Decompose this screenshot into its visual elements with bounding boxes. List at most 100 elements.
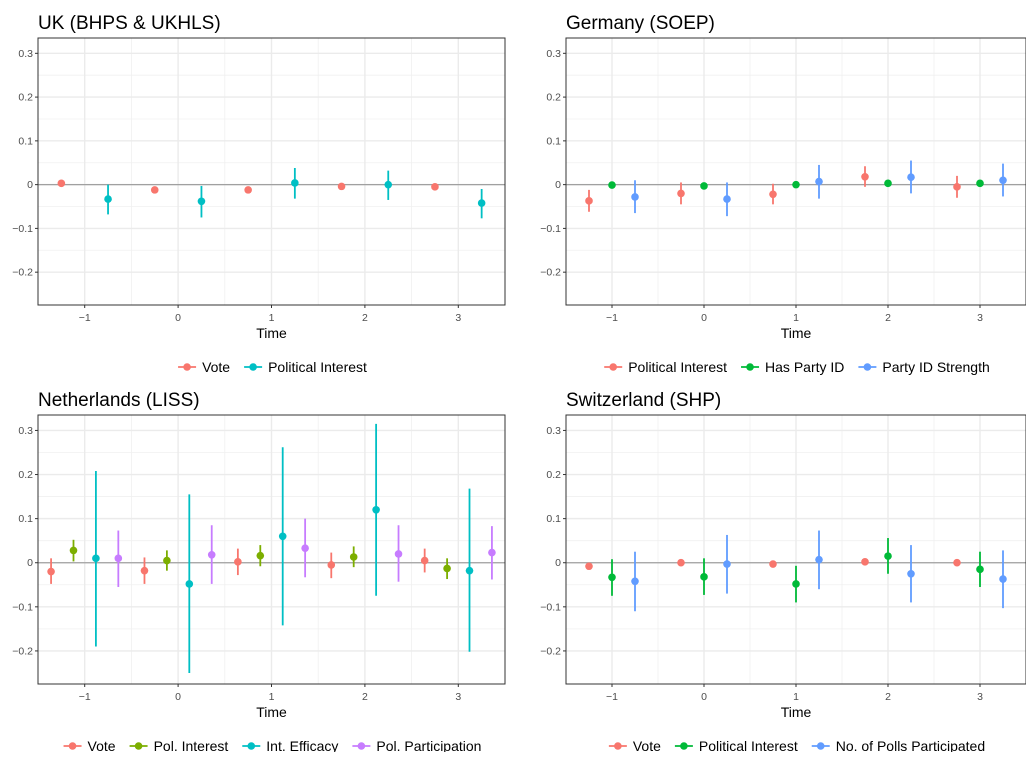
data-point <box>861 558 869 566</box>
data-point <box>104 195 112 203</box>
y-tick-label: 0.2 <box>546 92 561 104</box>
y-tick-label: 0.3 <box>546 48 561 60</box>
y-tick-label: −0.1 <box>12 223 33 235</box>
x-tick-label: 1 <box>793 691 799 703</box>
legend-key-point <box>68 742 77 750</box>
data-point <box>291 179 299 187</box>
y-tick-label: −0.2 <box>540 645 561 657</box>
x-tick-label: 2 <box>885 312 891 324</box>
data-point <box>585 197 593 205</box>
data-point <box>953 558 961 567</box>
legend-label: Int. Efficacy <box>266 738 338 752</box>
series-1 <box>585 558 961 571</box>
legend-key-point <box>614 742 622 750</box>
x-tick-label: 1 <box>793 312 799 324</box>
x-axis-label: Time <box>781 704 812 720</box>
x-tick-label: 0 <box>175 691 181 703</box>
data-point <box>349 553 358 561</box>
data-point <box>477 199 486 207</box>
data-point <box>861 172 869 181</box>
y-tick-label: 0 <box>27 557 33 569</box>
legend: Political Interest Has Party ID Party ID S… <box>604 359 990 375</box>
y-tick-label: 0.2 <box>18 469 33 481</box>
data-point <box>114 554 123 563</box>
series-2 <box>608 179 984 190</box>
x-tick-label: 1 <box>269 312 275 324</box>
data-point <box>999 575 1007 583</box>
data-point <box>163 556 171 565</box>
y-tick-label: −0.1 <box>540 223 561 235</box>
legend-label: Vote <box>202 359 230 375</box>
legend: Vote Pol. Interest Int. Efficacy Pol. Parti… <box>63 738 481 754</box>
data-point <box>256 551 265 560</box>
legend-key-point <box>746 363 754 371</box>
y-tick-label: −0.1 <box>540 601 561 613</box>
series-1 <box>47 548 429 584</box>
x-tick-label: 1 <box>269 691 275 703</box>
data-point <box>488 548 496 557</box>
data-point <box>69 546 78 555</box>
data-point <box>792 580 800 588</box>
data-point <box>976 565 984 574</box>
series-4 <box>114 518 496 587</box>
series-1 <box>585 166 961 212</box>
data-point <box>608 573 616 582</box>
y-tick-label: 0.1 <box>18 135 33 147</box>
y-tick-label: 0 <box>555 557 561 569</box>
x-tick-label: 2 <box>362 691 368 703</box>
legend-label: Vote <box>88 738 116 752</box>
legend-key-point <box>609 363 618 371</box>
chart-panel-4: Switzerland (SHP) −0.2 −0.1 0 0.1 0.2 0.3 −1 0 1 2… <box>540 390 1026 754</box>
data-point <box>185 580 194 588</box>
data-point <box>443 564 451 573</box>
legend-key-point <box>863 363 872 371</box>
data-point <box>372 506 380 514</box>
data-point <box>700 182 708 190</box>
data-point <box>327 561 336 569</box>
data-point <box>976 179 984 188</box>
y-tick-label: 0 <box>27 179 33 191</box>
series-3 <box>631 530 1007 612</box>
data-point <box>92 554 100 563</box>
data-point <box>197 197 206 206</box>
y-tick-label: 0.2 <box>546 469 561 481</box>
x-tick-label: 0 <box>175 312 181 324</box>
data-point <box>337 182 346 191</box>
series-2 <box>104 167 486 219</box>
series-3 <box>92 423 474 673</box>
y-tick-label: 0.1 <box>546 135 561 147</box>
data-point <box>384 180 393 189</box>
data-point <box>815 555 823 564</box>
data-point <box>769 560 777 568</box>
y-tick-label: 0.1 <box>18 513 33 525</box>
x-tick-label: −1 <box>606 691 618 703</box>
legend-label: Pol. Interest <box>154 738 229 752</box>
data-point <box>677 189 685 198</box>
legend-label: Vote <box>633 738 661 752</box>
data-point <box>585 562 593 571</box>
y-tick-label: −0.2 <box>12 645 33 657</box>
data-point <box>234 558 242 566</box>
x-tick-label: 0 <box>701 312 707 324</box>
legend-label: Political Interest <box>268 359 367 375</box>
y-tick-label: 0.2 <box>18 92 33 104</box>
x-axis-label: Time <box>256 704 287 720</box>
legend-label: Has Party ID <box>765 359 844 375</box>
series-2 <box>608 538 984 603</box>
data-point <box>608 181 616 189</box>
data-point <box>140 566 149 575</box>
legend-key-point <box>183 363 191 371</box>
x-tick-label: 3 <box>977 691 983 703</box>
chart-title: Germany (SOEP) <box>566 13 715 34</box>
legend-key-point <box>249 363 257 371</box>
chart-title: Netherlands (LISS) <box>38 390 200 411</box>
chart-panel-2: Germany (SOEP) −0.2 −0.1 0 0.1 0.2 0.3 −1 0 1 2 3 Ti… <box>540 13 1026 375</box>
data-point <box>907 173 915 181</box>
legend-label: Party ID Strength <box>882 359 989 375</box>
y-tick-label: 0.1 <box>546 513 561 525</box>
x-tick-label: −1 <box>79 312 91 324</box>
y-tick-label: 0.3 <box>18 48 33 60</box>
legend-key-point <box>680 742 688 750</box>
chart-title: UK (BHPS & UKHLS) <box>38 13 221 34</box>
